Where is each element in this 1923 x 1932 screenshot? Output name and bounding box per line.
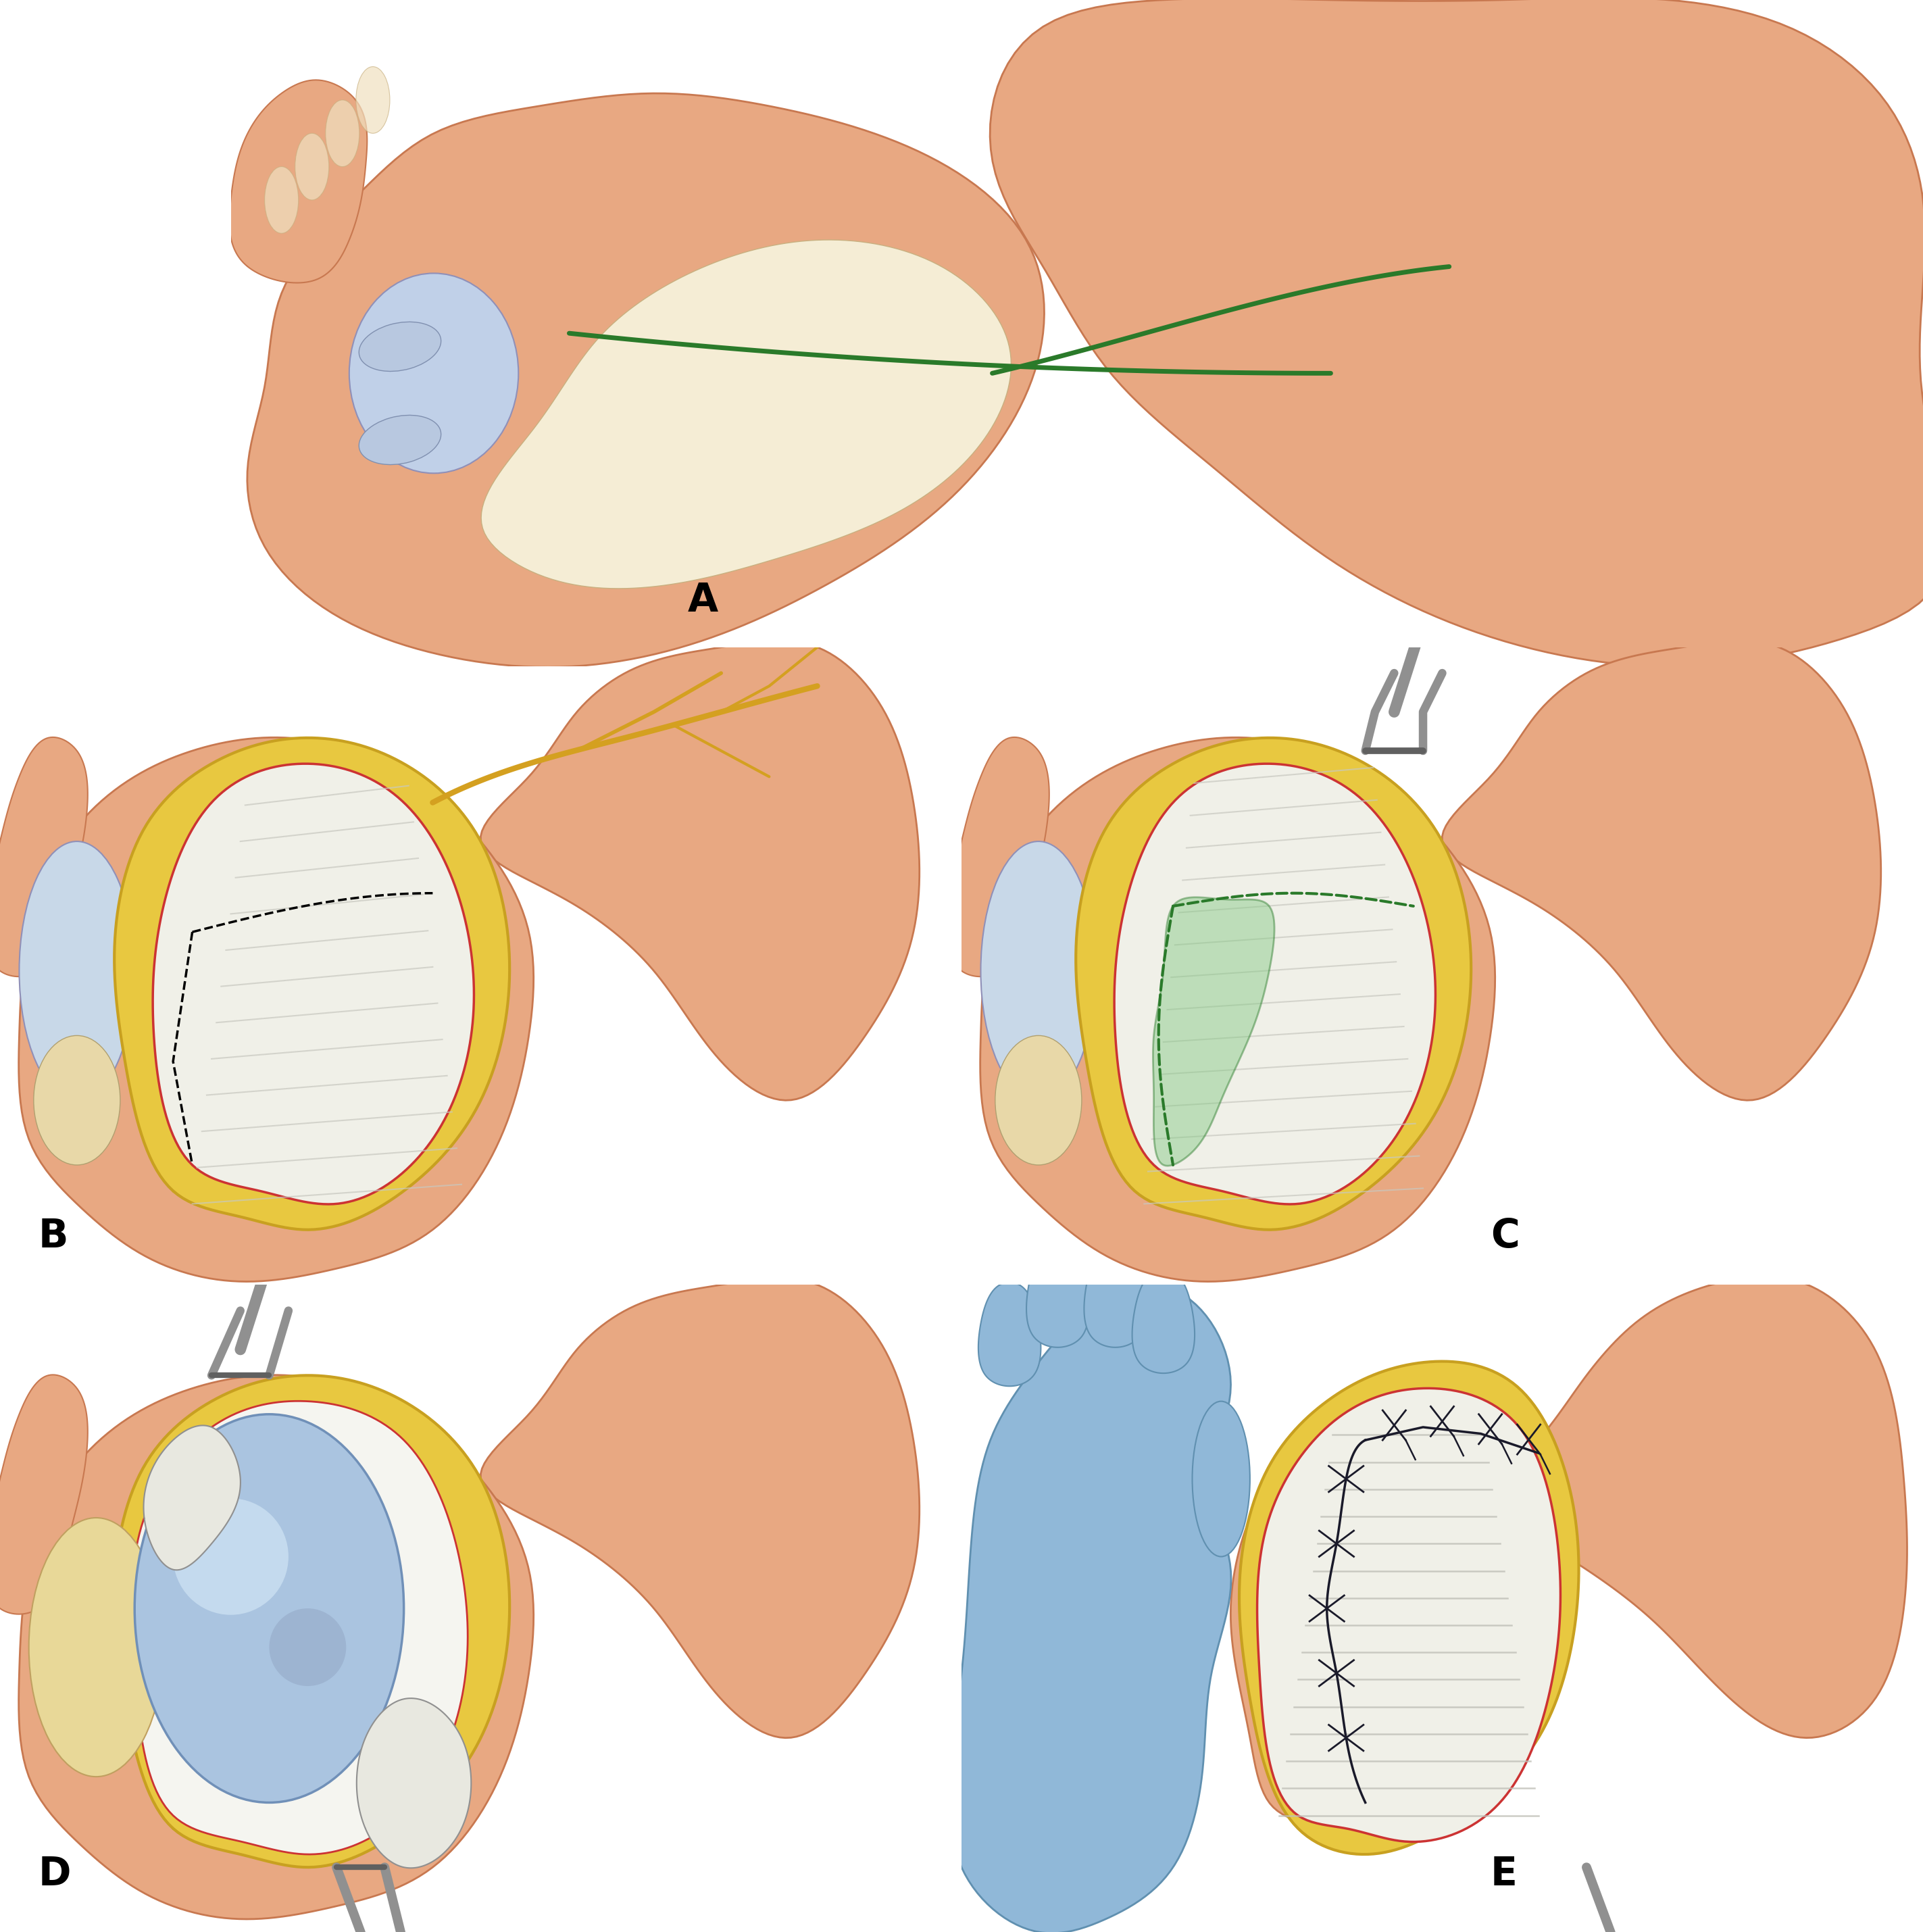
Polygon shape (1075, 738, 1471, 1229)
Polygon shape (19, 738, 533, 1281)
Text: A: A (688, 582, 717, 620)
Ellipse shape (269, 1607, 346, 1687)
Polygon shape (131, 1401, 467, 1855)
Ellipse shape (1192, 1401, 1250, 1557)
Ellipse shape (29, 1519, 163, 1777)
Polygon shape (481, 1279, 919, 1739)
Polygon shape (356, 1698, 471, 1868)
Polygon shape (948, 738, 1050, 976)
Polygon shape (113, 1376, 510, 1866)
Polygon shape (1133, 1269, 1194, 1374)
Ellipse shape (265, 166, 298, 234)
Polygon shape (144, 1426, 240, 1571)
Ellipse shape (35, 1036, 121, 1165)
Ellipse shape (356, 66, 390, 133)
Ellipse shape (350, 272, 519, 473)
Ellipse shape (360, 323, 440, 371)
Ellipse shape (135, 1414, 404, 1803)
Text: C: C (1490, 1217, 1519, 1256)
Polygon shape (248, 93, 1044, 667)
Polygon shape (1258, 1389, 1560, 1841)
Polygon shape (1231, 1374, 1558, 1843)
Polygon shape (1238, 1362, 1579, 1855)
Ellipse shape (360, 415, 440, 464)
Text: D: D (38, 1855, 71, 1893)
Polygon shape (1442, 641, 1881, 1101)
Ellipse shape (325, 100, 360, 166)
Polygon shape (113, 738, 510, 1229)
Polygon shape (229, 79, 367, 282)
Polygon shape (481, 641, 919, 1101)
Ellipse shape (173, 1499, 288, 1615)
Polygon shape (990, 0, 1923, 667)
Polygon shape (481, 240, 1011, 589)
Text: B: B (38, 1217, 69, 1256)
Polygon shape (1113, 763, 1435, 1204)
Ellipse shape (981, 842, 1096, 1101)
Polygon shape (1154, 896, 1275, 1165)
Polygon shape (0, 738, 88, 976)
Polygon shape (1027, 1244, 1088, 1347)
Text: E: E (1490, 1855, 1517, 1893)
Polygon shape (1488, 1277, 1908, 1737)
Ellipse shape (294, 133, 329, 201)
Polygon shape (19, 1376, 533, 1918)
Polygon shape (152, 763, 473, 1204)
Polygon shape (979, 1283, 1040, 1385)
Ellipse shape (996, 1036, 1081, 1165)
Ellipse shape (19, 842, 135, 1101)
Polygon shape (0, 1376, 88, 1613)
Polygon shape (948, 1285, 1231, 1932)
Polygon shape (1085, 1244, 1146, 1347)
Polygon shape (981, 738, 1494, 1281)
